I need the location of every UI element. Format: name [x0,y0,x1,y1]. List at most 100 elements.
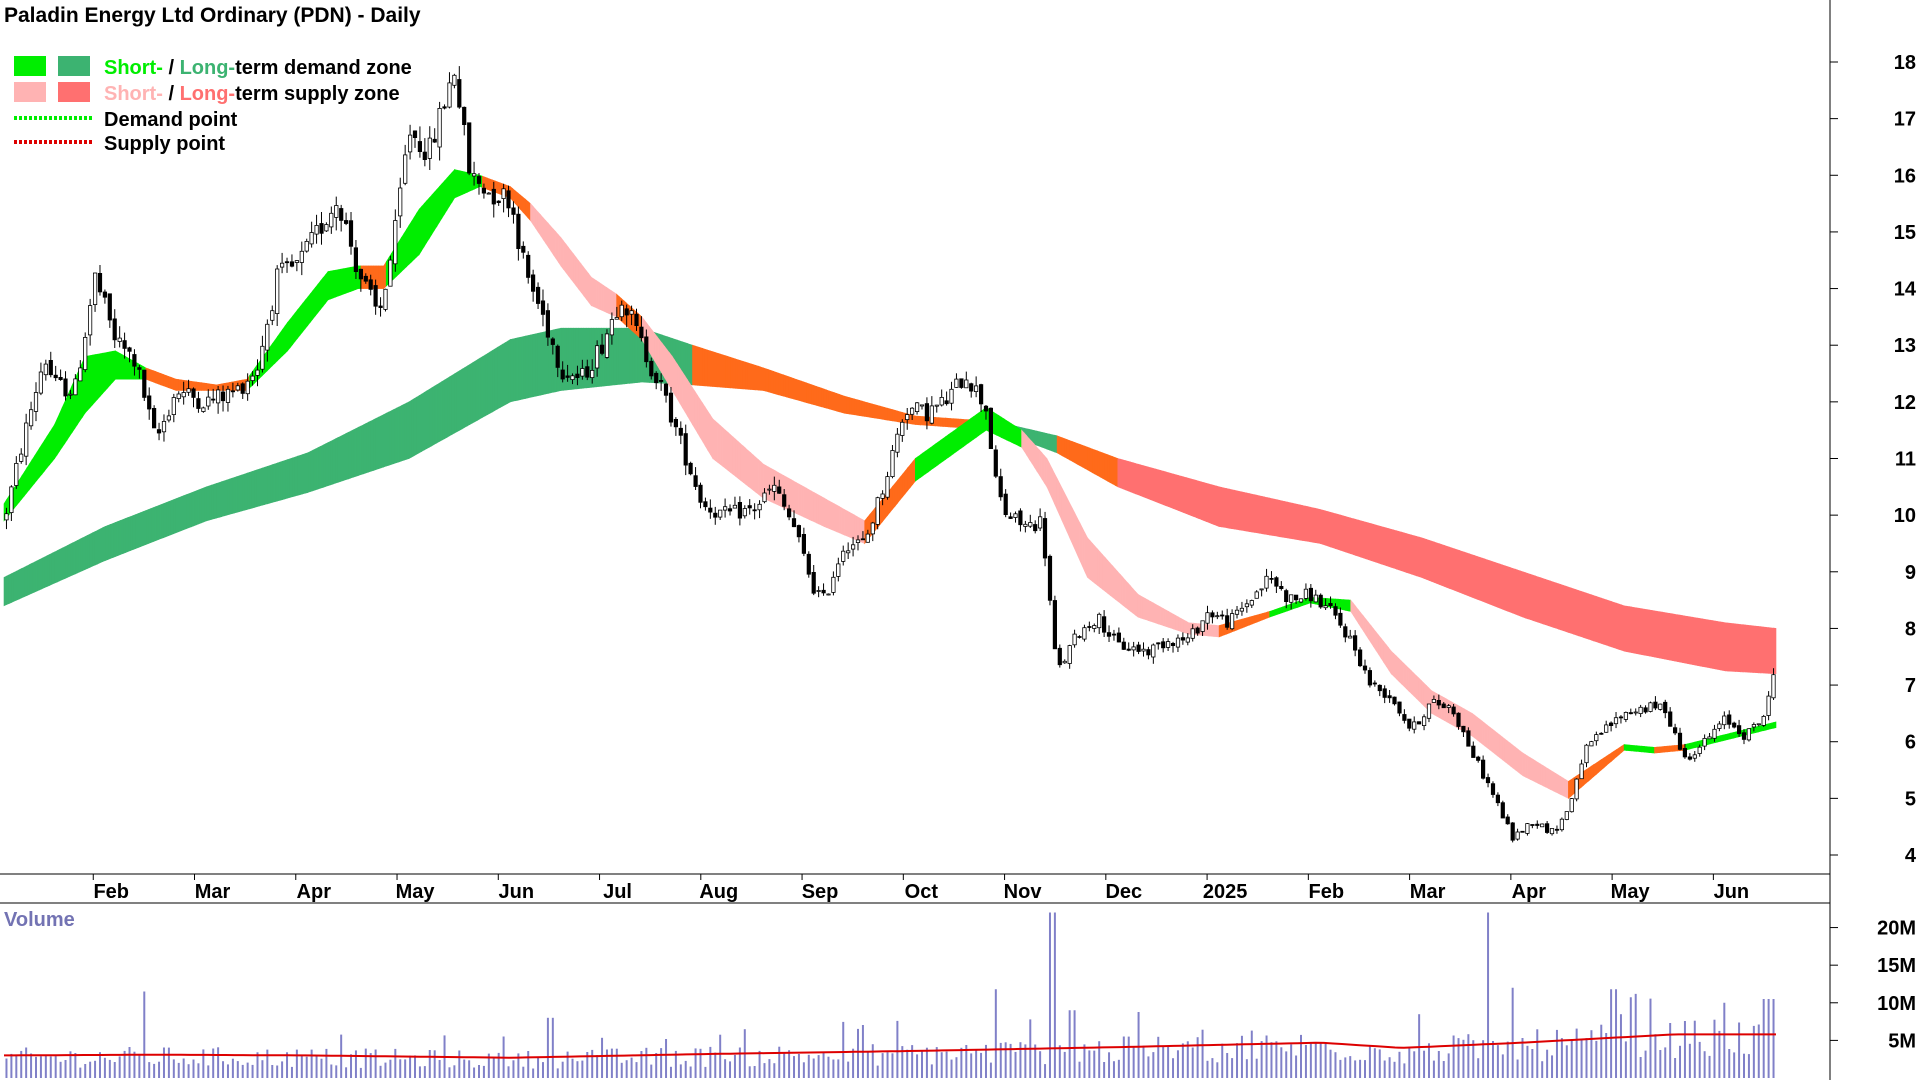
candle [1628,708,1633,715]
long-term-zone-segment [1153,468,1157,503]
candle-body [452,74,457,86]
candle [536,282,541,309]
short-term-zone-segment [993,411,997,436]
candle [649,357,654,380]
candle [265,319,270,362]
short-term-zone-segment [1034,443,1038,473]
long-term-zone-segment [813,385,817,406]
long-term-zone-segment [1765,626,1769,674]
short-term-zone-segment [403,228,407,270]
short-term-zone-segment [170,376,174,391]
long-term-zone-segment [732,357,736,389]
candle-body [284,261,290,264]
short-term-zone-segment [449,171,453,208]
candle-body [575,373,580,379]
short-term-zone-segment [340,268,344,296]
short-term-zone-segment [1558,774,1562,796]
short-term-zone-segment [828,500,833,531]
long-term-zone-segment [818,386,823,408]
candle [1225,608,1230,630]
candle-body [1540,823,1545,828]
long-term-zone-segment [459,368,463,431]
x-tick-label: May [396,881,436,903]
candle [639,316,644,342]
long-term-zone-segment [507,338,511,404]
candle-body [457,79,462,108]
candle [117,326,122,348]
long-term-zone-segment [292,456,296,498]
short-term-zone-segment [1639,745,1643,753]
price-tick-label: 8 [1905,618,1916,640]
candle [668,387,674,427]
short-term-zone-segment [1689,742,1693,750]
long-term-zone-segment [1082,444,1086,469]
long-term-zone-segment [1137,463,1141,497]
long-term-zone-segment [1504,565,1508,612]
candle-body [1175,637,1181,648]
long-term-zone-segment [271,463,276,503]
candle [393,209,398,272]
candle [1485,773,1491,788]
long-term-zone-segment [471,360,476,424]
short-term-zone-segment [423,200,428,248]
candle-body [1318,594,1323,608]
short-term-zone-segment [1411,670,1415,697]
long-term-zone-segment [811,384,815,406]
long-term-zone-segment [1094,449,1098,477]
candle-body [1431,699,1436,703]
candle [787,504,792,521]
short-term-zone-segment [527,200,531,222]
candle [723,498,728,518]
legend-swatch-short [14,56,46,76]
candle [1200,620,1205,636]
x-tick-label: Jun [499,881,535,903]
long-term-zone-segment [725,355,729,389]
short-term-zone-segment [930,445,934,471]
long-term-zone-segment [1550,580,1554,628]
candle-body [1441,703,1446,709]
candle-body [959,378,964,388]
long-term-zone-segment [935,417,939,427]
long-term-zone-segment [246,471,250,510]
short-term-zone-segment [995,413,1000,437]
short-term-zone-segment [67,390,71,441]
long-term-zone-segment [433,384,438,445]
short-term-zone-segment [1056,478,1060,516]
short-term-zone-segment [750,452,754,491]
long-term-zone-segment [920,416,924,426]
candle [1569,798,1574,813]
short-term-zone-segment [937,439,941,466]
short-term-zone-segment [1527,755,1531,780]
candle-body [1658,703,1663,710]
short-term-zone-segment [613,291,617,318]
candle-body [398,187,403,217]
short-term-zone-segment [1441,695,1445,722]
long-term-zone-segment [869,402,873,418]
short-term-zone-segment [590,276,595,308]
long-term-zone-segment [623,327,628,385]
short-term-zone-segment [56,413,61,456]
long-term-zone-segment [1659,611,1663,659]
long-term-zone-segment [1517,569,1521,617]
candle-body [1456,712,1461,727]
candle-body [334,205,339,218]
short-term-zone-segment [1112,565,1116,600]
long-term-zone-segment [1428,539,1432,582]
short-term-zone-segment [1603,755,1607,769]
long-term-zone-segment [1403,532,1407,573]
candle [959,378,964,389]
candle-body [644,336,649,363]
short-term-zone-segment [487,177,491,191]
long-term-zone-segment [474,359,478,423]
candle [1554,825,1560,834]
short-term-zone-segment [1487,724,1491,751]
long-term-zone-segment [887,407,891,421]
long-term-zone-segment [282,460,286,500]
long-term-zone-segment [1297,504,1301,541]
long-term-zone-segment [1570,587,1574,635]
legend-label-part: Long- [180,57,236,79]
short-term-zone-segment [94,353,98,403]
short-term-zone-segment [1155,603,1159,625]
short-term-zone-segment [912,457,916,486]
short-term-zone-segment [573,253,577,287]
